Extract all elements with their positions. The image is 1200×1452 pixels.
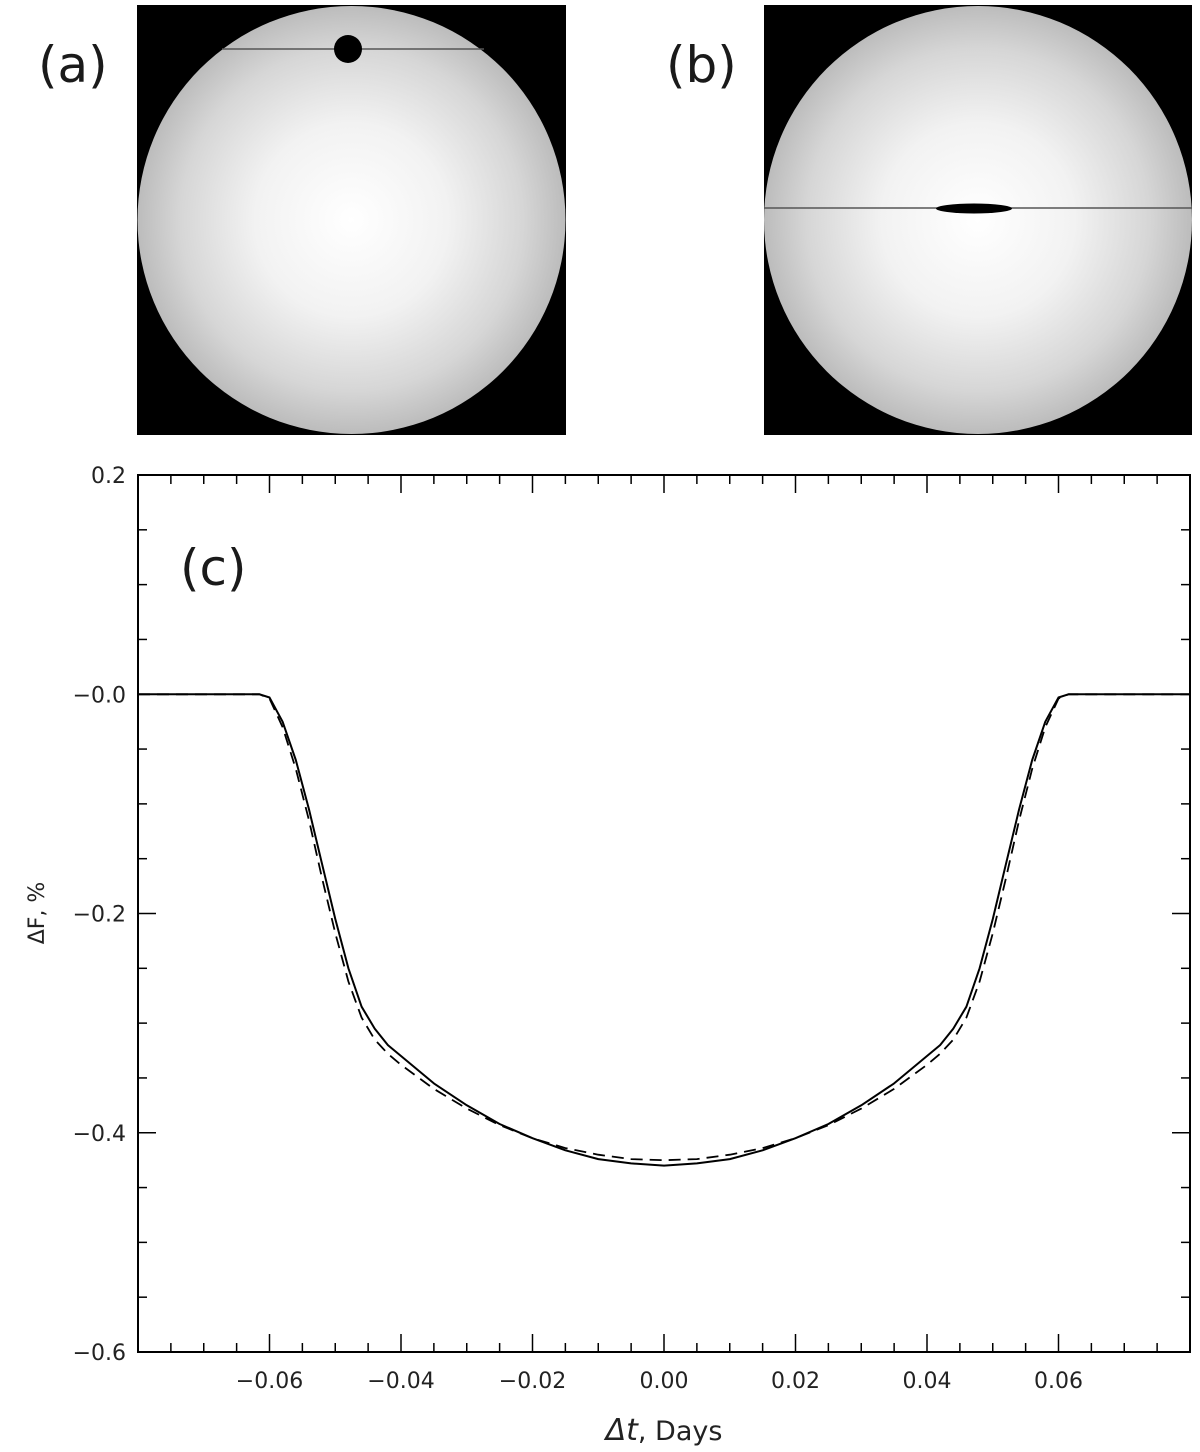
- x-axis-symbol: Δt: [604, 1413, 640, 1448]
- x-axis-label: Δt, Days: [604, 1413, 723, 1448]
- series-solid-line: [138, 693, 1190, 1167]
- x-tick-label: 0.06: [1034, 1369, 1083, 1394]
- y-axis-label: ΔF, %: [25, 882, 50, 945]
- panel-a-planet: [334, 35, 362, 63]
- series-group: [138, 693, 1190, 1167]
- y-tick-label: −0.2: [73, 903, 126, 928]
- x-tick-label: 0.02: [771, 1369, 820, 1394]
- y-tick-label: −0.6: [73, 1341, 126, 1366]
- x-tick-labels: −0.06 −0.04 −0.02 0.00 0.02 0.04 0.06: [236, 1369, 1083, 1394]
- y-tick-labels: 0.2 −0.0 −0.2 −0.4 −0.6: [73, 464, 126, 1366]
- panel-b: (b): [666, 5, 1192, 435]
- x-axis-unit: , Days: [638, 1416, 723, 1447]
- y-tick-label: −0.4: [73, 1122, 126, 1147]
- panel-a-label: (a): [38, 36, 108, 94]
- panel-a-stellar-disk: [137, 6, 566, 434]
- x-tick-label: −0.02: [499, 1369, 566, 1394]
- x-tick-label: −0.04: [367, 1369, 434, 1394]
- panel-b-stellar-disk: [764, 6, 1192, 434]
- plot-frame: [137, 474, 1191, 1353]
- axis-ticks: [138, 475, 1190, 1352]
- panel-b-label: (b): [666, 36, 737, 94]
- panel-b-planet: [936, 203, 1012, 214]
- y-tick-label: 0.2: [91, 464, 126, 489]
- panel-c-plot: (c) 0.2 −0.0 −0.2 −0.4 −0.6 −0.06 −0.04 −0.02 0…: [25, 464, 1191, 1448]
- y-tick-label: −0.0: [73, 683, 126, 708]
- panel-a: (a): [38, 5, 566, 435]
- x-tick-label: −0.06: [236, 1369, 303, 1394]
- x-tick-label: 0.04: [903, 1369, 952, 1394]
- panel-c-label: (c): [180, 539, 247, 597]
- x-tick-label: 0.00: [640, 1369, 689, 1394]
